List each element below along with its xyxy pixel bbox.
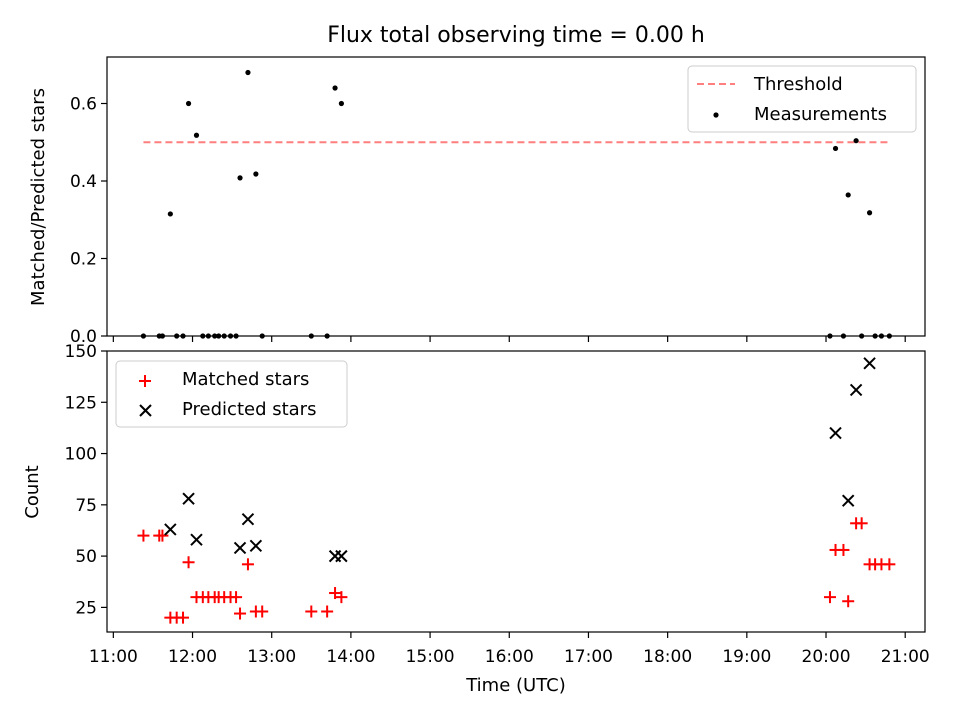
top-chart-title: Flux total observing time = 0.00 h (327, 23, 705, 48)
bottom-x-tick-label: 15:00 (406, 647, 455, 667)
bottom-y-tick-label: 25 (75, 598, 97, 618)
bottom-panel: 25 50 75 100 125 150 11:00 12:00 13:00 14:00 15:0… (22, 342, 930, 696)
bottom-x-tick-label: 16:00 (485, 647, 534, 667)
top-y-tick-label: 0.4 (70, 172, 97, 192)
bottom-x-tick-label: 21:00 (881, 647, 930, 667)
measurement-point (866, 210, 873, 216)
legend-measurements-swatch (713, 112, 719, 118)
predicted-star-point (335, 549, 348, 563)
matched-star-point (842, 595, 855, 608)
predicted-star-stroke-b (335, 549, 348, 563)
bottom-x-tick-label: 11:00 (89, 647, 138, 667)
top-plot-frame (106, 56, 926, 337)
predicted-star-point (182, 492, 195, 505)
bottom-y-axis-label: Count (22, 465, 43, 518)
predicted-star-stroke-b (241, 512, 255, 526)
measurement-point (237, 175, 243, 181)
predicted-star-point (249, 539, 263, 553)
matched-star-point (182, 556, 195, 569)
predicted-star-stroke-b (182, 492, 195, 505)
top-legend-box (687, 65, 917, 133)
matched-star-point (855, 517, 868, 530)
bottom-x-tick-label: 18:00 (643, 647, 692, 667)
matched-star-point (837, 543, 850, 556)
bottom-legend: Matched stars Predicted stars (115, 360, 348, 428)
predicted-star-point (190, 533, 203, 546)
matched-star-point (156, 529, 169, 542)
top-y-tick-label: 0.2 (70, 250, 97, 270)
predicted-star-stroke-b (863, 357, 876, 370)
predicted-star-stroke-b (829, 426, 842, 440)
bottom-y-tick-label: 75 (75, 496, 97, 516)
top-legend: Threshold Measurements (687, 65, 917, 133)
matched-star-point (256, 605, 269, 618)
matched-star-point (823, 591, 836, 604)
measurement-point (338, 100, 344, 107)
legend-matched-label: Matched stars (182, 369, 309, 390)
bottom-x-tick-label: 20:00 (802, 647, 851, 667)
matched-star-point (241, 558, 254, 571)
measurement-point (245, 69, 251, 76)
measurement-point (845, 192, 851, 198)
top-x-ticks (112, 336, 906, 342)
matched-star-point (305, 605, 318, 618)
bottom-x-tick-label: 17:00 (564, 647, 613, 667)
measurement-point (167, 211, 173, 217)
bottom-y-tick-label: 125 (65, 393, 97, 413)
top-y-tick-label: 0.0 (70, 327, 97, 347)
predicted-star-stroke-b (841, 494, 855, 507)
measurement-point (853, 138, 859, 144)
bottom-x-axis-label: Time (UTC) (465, 675, 566, 696)
matched-star-point (177, 611, 190, 624)
predicted-star-stroke-b (190, 533, 203, 546)
matched-star-point (321, 605, 334, 618)
matched-star-point (329, 587, 342, 600)
bottom-legend-box (115, 360, 348, 428)
bottom-y-tick-label: 50 (75, 547, 97, 567)
predicted-star-point (241, 512, 255, 526)
matched-star-point (230, 591, 243, 604)
matched-star-point (883, 558, 896, 571)
top-y-tick-label: 0.6 (70, 95, 97, 115)
predicted-star-point (233, 541, 247, 555)
measurement-point (185, 100, 192, 107)
bottom-x-tick-label: 13:00 (247, 647, 296, 667)
predicted-star-point (841, 494, 855, 507)
measurement-point (332, 85, 338, 91)
predicted-star-stroke-b (233, 541, 247, 555)
measurement-point (193, 132, 200, 138)
predicted-star-stroke-b (164, 523, 177, 536)
bottom-x-tick-label: 14:00 (326, 647, 375, 667)
predicted-star-point (829, 426, 842, 440)
bottom-y-tick-label: 100 (65, 445, 97, 465)
predicted-star-stroke-b (249, 539, 263, 553)
matched-star-point (234, 607, 247, 620)
matched-star-point (137, 529, 150, 542)
predicted-star-point (849, 383, 863, 397)
bottom-y-tick-label: 150 (65, 342, 97, 362)
measurement-point (253, 171, 259, 177)
predicted-star-point (863, 357, 876, 370)
count-points (137, 357, 896, 624)
top-y-ticks: 0.0 0.2 0.4 0.6 (70, 95, 107, 347)
bottom-plot-frame (106, 350, 926, 633)
bottom-y-ticks: 25 50 75 100 125 150 (65, 342, 107, 618)
matched-star-point (335, 591, 348, 604)
top-panel: Flux total observing time = 0.00 h 0.00.… (28, 23, 926, 347)
top-y-axis-label: Matched/Predicted stars (28, 88, 49, 306)
legend-matched-swatch (139, 375, 151, 387)
predicted-star-stroke-b (849, 383, 863, 397)
bottom-x-ticks: 11:00 12:00 13:00 14:00 15:00 16:00 17:00 18:00… (89, 632, 930, 667)
bottom-x-tick-label: 12:00 (168, 647, 217, 667)
legend-measurements-label: Measurements (754, 104, 887, 125)
measurement-point (832, 145, 839, 152)
legend-predicted-label: Predicted stars (182, 399, 316, 420)
legend-threshold-label: Threshold (753, 74, 843, 95)
bottom-x-tick-label: 19:00 (722, 647, 771, 667)
legend-predicted-swatch (139, 404, 152, 417)
predicted-star-point (164, 523, 177, 536)
